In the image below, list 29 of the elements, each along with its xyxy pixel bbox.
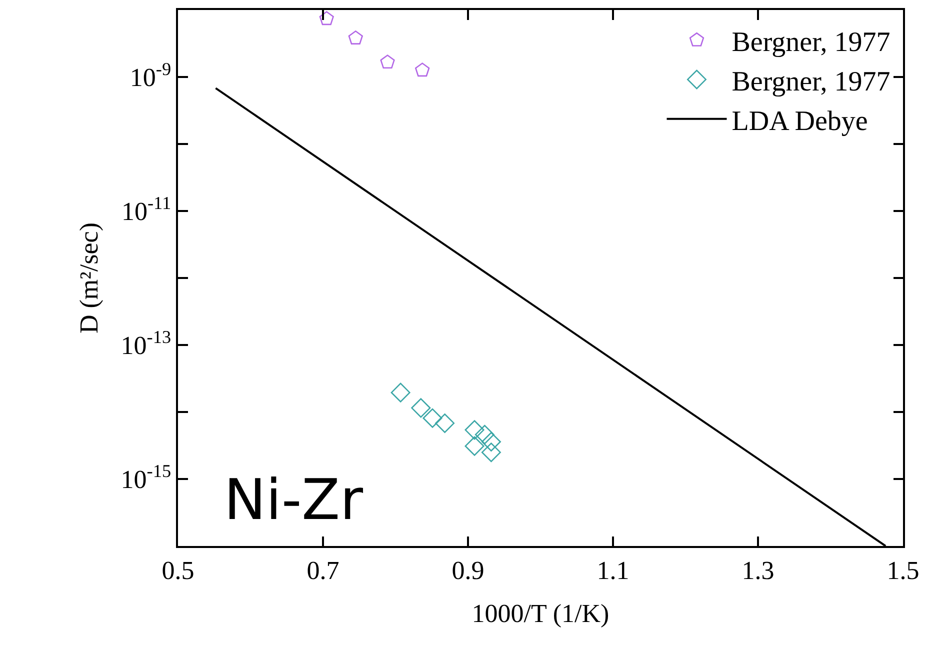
point (481, 442, 501, 462)
x-tick-label: 1.1 (596, 556, 630, 585)
point (348, 30, 363, 44)
legend-label: Bergner, 1977 (732, 26, 890, 58)
point (464, 420, 484, 440)
x-axis-title: 1000/T (1/K) (472, 599, 610, 628)
annotation: Ni-Zr (224, 468, 364, 533)
x-tick-label: 1.3 (742, 556, 774, 585)
y-tick-label: 10$^{-15}$ (120, 461, 172, 494)
x-tick-label: 0.9 (452, 556, 484, 585)
x-tick-label: 0.5 (162, 556, 194, 585)
point (464, 436, 484, 456)
point (422, 408, 442, 428)
y-tick-label: 10$^{-11}$ (121, 193, 172, 226)
point (380, 54, 395, 69)
point (435, 413, 455, 433)
point (411, 398, 431, 418)
y-axis-title: D (m²/sec) (74, 222, 104, 334)
point (319, 11, 334, 26)
legend-label: LDA Debye (732, 106, 868, 137)
y-tick-label: 10$^{-13}$ (120, 327, 172, 360)
point (415, 62, 430, 77)
y-tick-label: 10$^{-9}$ (130, 59, 172, 92)
x-tick-label: 1.5 (886, 556, 920, 585)
legend-label: Bergner, 1977 (732, 66, 890, 98)
x-tick-label: 0.7 (306, 556, 340, 585)
point (481, 432, 501, 452)
point (390, 382, 410, 402)
point (474, 424, 494, 444)
